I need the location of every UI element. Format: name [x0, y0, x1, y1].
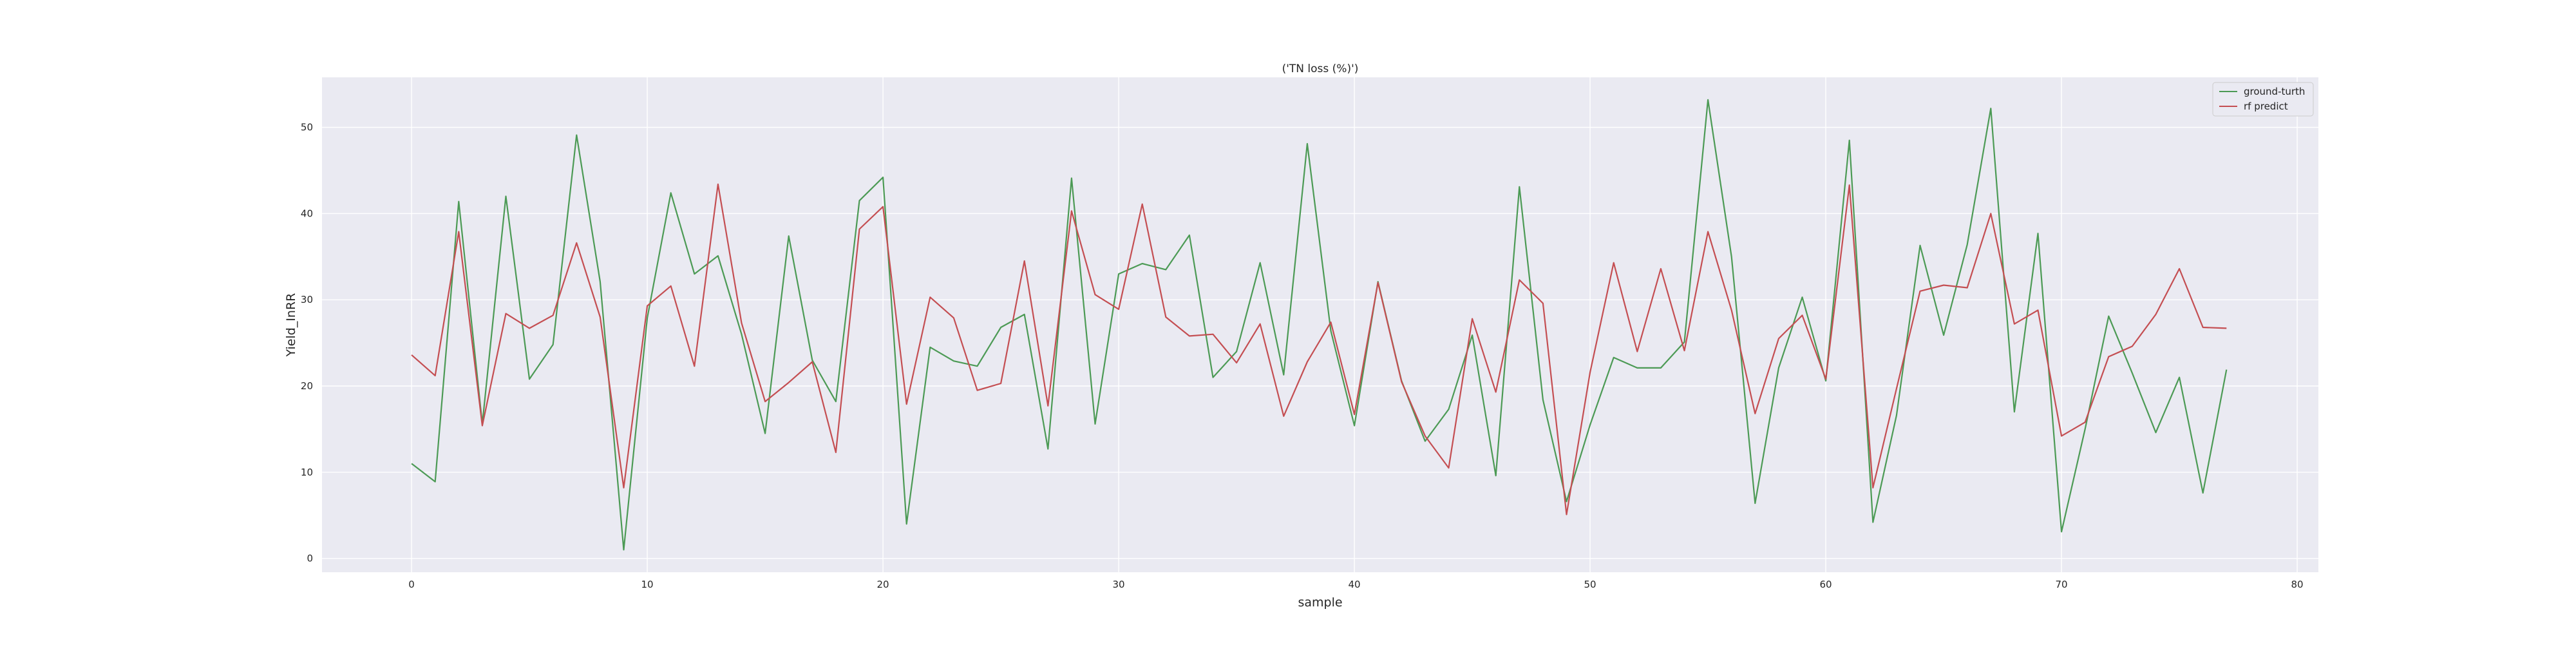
legend-label-rf-predict: rf predict — [2244, 101, 2288, 112]
x-tick-label: 10 — [641, 579, 654, 590]
x-tick-label: 80 — [2291, 579, 2304, 590]
x-tick-label: 70 — [2056, 579, 2068, 590]
plot-area — [322, 77, 2318, 572]
x-tick-label: 50 — [1584, 579, 1596, 590]
y-tick-label: 50 — [301, 122, 313, 133]
x-tick-label: 20 — [877, 579, 889, 590]
chart-title: ('TN loss (%)') — [1282, 63, 1359, 75]
legend-label-ground-turth: ground-turth — [2244, 86, 2305, 97]
y-tick-label: 10 — [301, 467, 313, 478]
y-tick-label: 20 — [301, 380, 313, 392]
series-layer — [411, 99, 2228, 551]
x-tick-label: 0 — [408, 579, 415, 590]
tick-layer: 0 10 20 30 40 50 60 70 80 0 10 20 30 40 50 — [301, 122, 2304, 590]
x-tick-label: 60 — [1820, 579, 1832, 590]
legend: ground-turth rf predict — [2212, 82, 2314, 117]
y-tick-label: 30 — [301, 294, 313, 305]
series-line-ground-turth — [411, 99, 2228, 551]
x-tick-label: 40 — [1349, 579, 1361, 590]
x-axis-label: sample — [1298, 595, 1342, 610]
series-line-rf-predict — [411, 183, 2227, 516]
grid-layer — [322, 77, 2318, 572]
x-tick-label: 30 — [1113, 579, 1125, 590]
y-tick-label: 0 — [307, 553, 313, 565]
legend-box — [2212, 82, 2314, 117]
y-axis-label: Yield_InRR — [284, 293, 298, 358]
y-tick-label: 40 — [301, 208, 313, 219]
